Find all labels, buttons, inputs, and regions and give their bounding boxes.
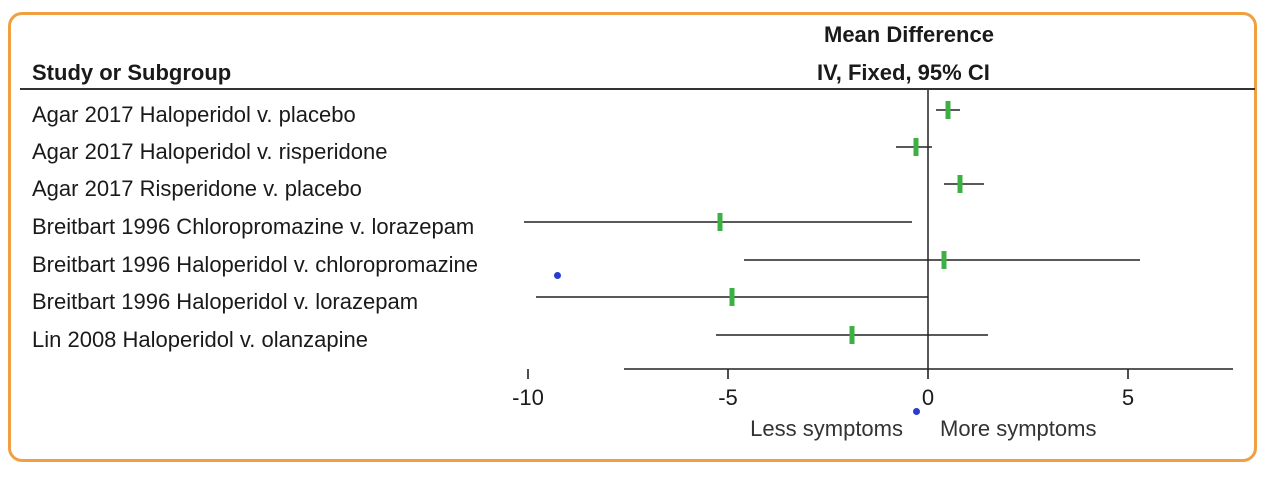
effect-header-line2: IV, Fixed, 95% CI xyxy=(817,60,990,85)
point-estimate xyxy=(729,288,735,306)
point-estimate xyxy=(849,326,855,344)
study-label-6: Breitbart 1996 Haloperidol v. lorazepam xyxy=(32,289,419,314)
effect-header-line1: Mean Difference xyxy=(824,22,994,47)
study-label-5: Breitbart 1996 Haloperidol v. chloroprom… xyxy=(32,252,478,277)
marker-dot xyxy=(913,408,920,415)
point-estimate xyxy=(717,213,723,231)
point-estimate xyxy=(913,138,919,156)
study-column-header: Study or Subgroup xyxy=(32,60,232,85)
point-estimate xyxy=(941,251,947,269)
figure-frame xyxy=(8,12,1257,462)
x-tick-label: 5 xyxy=(1122,385,1134,410)
more-symptoms-label: More symptoms xyxy=(940,416,1096,441)
header-rule xyxy=(20,88,1255,90)
less-symptoms-label: Less symptoms xyxy=(750,416,903,441)
x-tick-label: 0 xyxy=(922,385,934,410)
study-label-1: Agar 2017 Haloperidol v. placebo xyxy=(32,102,356,127)
x-tick-label: -10 xyxy=(512,385,544,410)
x-tick-label: -5 xyxy=(718,385,738,410)
study-label-7: Lin 2008 Haloperidol v. olanzapine xyxy=(32,327,368,352)
point-estimate xyxy=(945,101,951,119)
study-label-4: Breitbart 1996 Chloropromazine v. loraze… xyxy=(32,214,475,239)
marker-dot xyxy=(554,272,561,279)
study-label-3: Agar 2017 Risperidone v. placebo xyxy=(32,176,362,201)
point-estimate xyxy=(957,175,963,193)
study-label-2: Agar 2017 Haloperidol v. risperidone xyxy=(32,139,388,164)
